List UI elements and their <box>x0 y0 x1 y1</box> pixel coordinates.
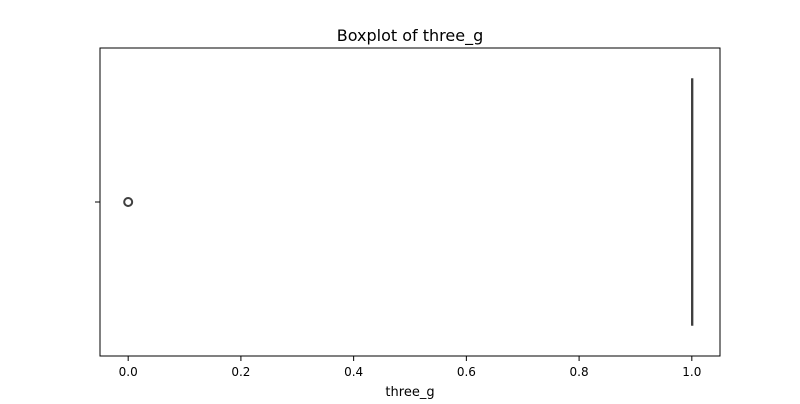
x-axis-tick-label: 1.0 <box>682 365 701 379</box>
x-axis-tick-label: 0.0 <box>119 365 138 379</box>
outlier-point <box>123 197 134 207</box>
chart-title: Boxplot of three_g <box>337 26 483 46</box>
x-axis-tick-label: 0.8 <box>570 365 589 379</box>
x-axis-tick-label: 0.6 <box>457 365 476 379</box>
plot-area-frame <box>99 47 721 357</box>
outlier-group <box>123 197 134 207</box>
x-axis: 0.0 0.2 0.4 0.6 0.8 1.0 <box>119 356 701 379</box>
x-axis-label: three_g <box>385 385 434 400</box>
box-plot-group <box>691 78 694 326</box>
x-axis-tick-label: 0.4 <box>344 365 363 379</box>
x-axis-tick-label: 0.2 <box>231 365 250 379</box>
